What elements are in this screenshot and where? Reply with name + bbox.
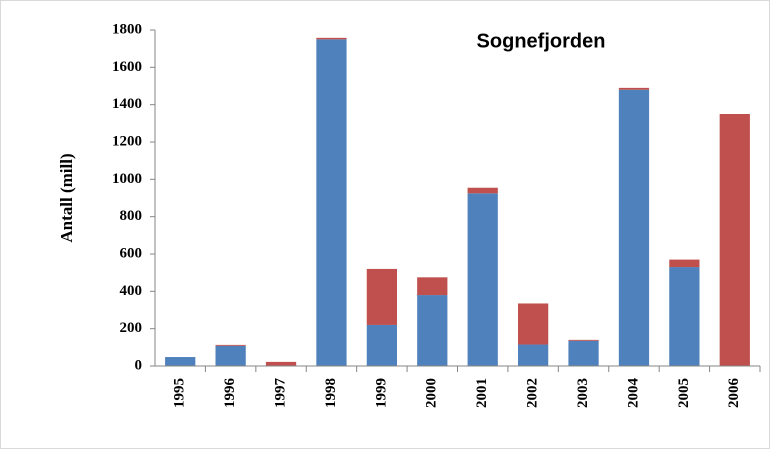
bar-segment [618,89,650,366]
y-tick-label: 1400 [112,96,142,112]
bar-segment [165,357,196,366]
x-tick-label: 2005 [676,378,692,408]
x-tick-label: 1997 [272,378,288,409]
y-tick-label: 600 [120,245,143,261]
bar-segment [518,303,549,345]
y-tick-label: 400 [120,283,143,299]
x-tick-label: 2006 [726,378,742,409]
bar-segment [417,277,448,296]
bar-segment [417,295,448,366]
bar-segment [618,87,650,90]
x-tick-label: 2004 [625,378,641,409]
bar-segment [467,187,498,194]
bar-segment [669,267,700,366]
bar-segment [518,344,549,366]
bar-segment [467,193,498,366]
y-axis-label: Antall (mill) [57,153,76,242]
bar-segment [265,361,297,366]
x-tick-label: 2001 [474,378,490,408]
y-tick-label: 1800 [112,21,142,37]
x-tick-label: 1995 [172,378,188,408]
bar-segment [568,340,599,366]
x-tick-label: 1998 [323,378,339,408]
y-tick-label: 200 [120,320,143,336]
y-tick-label: 1200 [112,133,142,149]
chart-title: Sognefjorden [477,30,606,52]
bar-segment [366,268,397,325]
bar-segment [215,345,246,366]
bar-segment [215,344,246,346]
y-tick-label: 1000 [112,171,142,187]
x-tick-label: 2002 [525,378,541,408]
bar-segment [669,259,700,268]
bar-segment [366,324,397,366]
x-tick-label: 1999 [373,378,389,408]
bar-segment [719,114,750,366]
bar-segment [316,39,347,366]
x-tick-label: 2003 [575,378,591,408]
y-tick-label: 800 [120,208,143,224]
x-tick-label: 2000 [424,378,440,408]
y-tick-label: 0 [135,357,143,373]
bar-segment [316,37,347,40]
bar-segment [568,339,599,341]
x-tick-label: 1996 [222,378,238,409]
y-tick-label: 1600 [112,59,142,75]
